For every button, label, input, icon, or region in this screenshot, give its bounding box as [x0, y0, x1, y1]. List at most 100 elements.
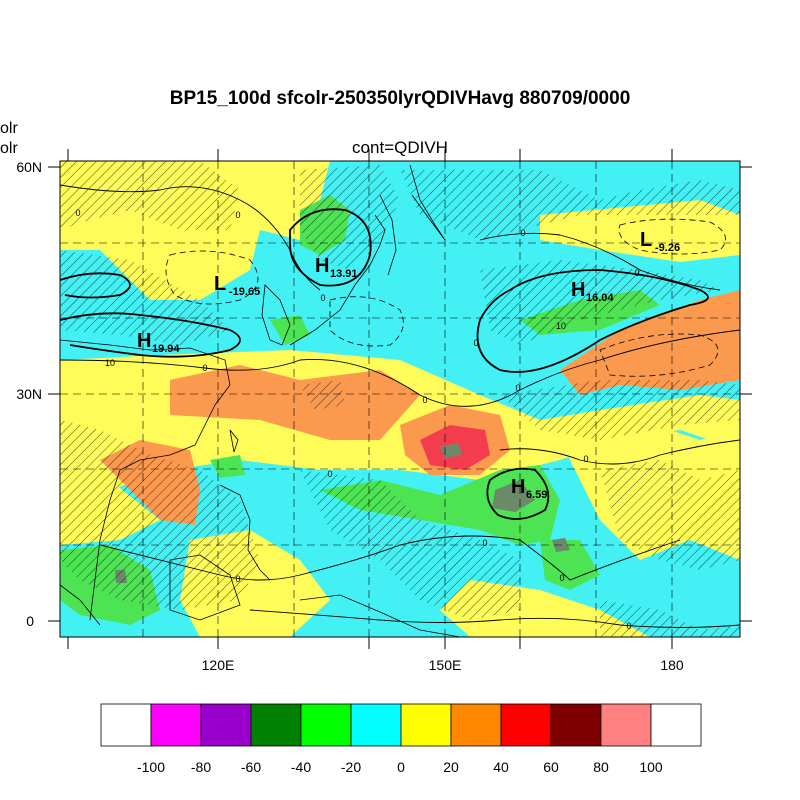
contour-l-ne: [618, 218, 727, 255]
contour-zero-s: [249, 609, 740, 628]
contour-h-n: [289, 208, 372, 287]
colorbar-swatch: [650, 703, 702, 747]
contour-label: 0: [202, 363, 207, 373]
center-letter: H: [511, 476, 525, 498]
coast-asia-east: [60, 339, 231, 621]
center-letter: H: [571, 279, 585, 301]
contour-h-nw: [60, 312, 241, 358]
hatch-ne: [400, 170, 740, 240]
center-letter: H: [137, 330, 151, 352]
contour-label: 0: [520, 228, 525, 238]
contour-label: 0: [235, 574, 240, 584]
center-letter: H: [315, 255, 329, 277]
contour-dash-mid: [329, 296, 404, 347]
grid: [60, 161, 740, 637]
field-yellow-ne: [540, 200, 740, 262]
field-dark-2: [492, 480, 535, 512]
colorbar-swatch: [100, 703, 152, 747]
contour-l-nw: [165, 250, 259, 305]
center-value: -19.65: [229, 286, 260, 298]
ticks: [48, 149, 752, 649]
colorbar-label: 20: [443, 759, 459, 775]
hatch-bottom-right: [600, 600, 740, 637]
coast-kamchatka: [409, 164, 446, 241]
lat-label-0: 0: [26, 613, 34, 629]
colorbar-swatch: [150, 703, 202, 747]
contour-label: 0: [473, 338, 478, 348]
lon-label-120e: 120E: [202, 657, 235, 673]
field-green-small-1: [210, 455, 245, 478]
colorbar-swatch: [200, 703, 252, 747]
hatch-right: [480, 260, 720, 345]
shaded-field: [60, 161, 740, 637]
colorbar-swatch: [500, 703, 552, 747]
colorbar-label: -60: [241, 759, 261, 775]
contour-zero-mid: [60, 329, 740, 407]
contour-zero-e: [499, 439, 740, 465]
coast-borneo: [169, 554, 241, 621]
lon-label-150e: 150E: [429, 657, 462, 673]
field-orange-mid: [170, 365, 420, 440]
colorbar-swatch: [600, 703, 652, 747]
contour-sw: [60, 272, 131, 299]
center-letter: L: [214, 273, 226, 295]
contours-dashed: [165, 218, 727, 377]
lat-label-60n: 60N: [16, 159, 42, 175]
contour-label: 10: [556, 321, 566, 331]
coast-sumatra: [60, 584, 101, 626]
colorbar-label: -20: [341, 759, 361, 775]
plot-title: BP15_100d sfcolr-250350lyrQDIVHavg 88070…: [169, 88, 631, 109]
plot-frame: [59, 160, 741, 638]
contour-label: 0: [583, 454, 588, 464]
center-h-2: H 19.94: [137, 330, 180, 355]
field-green-se: [540, 540, 600, 590]
colorbar: -100 -80 -60 -40 -20 0 20 40 60 80 100: [100, 703, 702, 775]
colorbar-label: 0: [397, 759, 405, 775]
hatch-se: [600, 460, 740, 570]
center-h-1: H 13.91: [315, 255, 358, 280]
pressure-centers: L -19.65 H 13.91 H 19.94 H 16.04 L -9.26 H 6.5…: [137, 229, 680, 501]
colorbar-label: 100: [639, 759, 663, 775]
colorbar-swatch: [350, 703, 402, 747]
center-l-1: L -19.65: [214, 273, 260, 298]
contour-zero-n: [60, 184, 321, 291]
colorbar-label: -80: [191, 759, 211, 775]
colorbar-label: -100: [137, 759, 165, 775]
colorbar-label: 80: [593, 759, 609, 775]
hatch-sw: [60, 420, 260, 610]
coast-taiwan: [229, 429, 239, 453]
contour-label: 10: [105, 358, 115, 368]
colorbar-swatch: [550, 703, 602, 747]
contour-h-ne: [476, 269, 709, 373]
contour-label: 0: [634, 268, 639, 278]
center-l-2: L -9.26: [640, 229, 680, 254]
left-label-fragment-2: olr: [0, 140, 18, 157]
contour-label: 0: [422, 395, 427, 405]
left-label-fragment-1: olr: [0, 120, 18, 137]
contour-label: 0: [75, 208, 80, 218]
center-value: 16.04: [586, 292, 614, 304]
coast-philippines: [219, 484, 271, 581]
center-h-3: H 16.04: [571, 279, 614, 304]
center-h-4: H 6.59: [511, 476, 547, 501]
coastlines: [60, 164, 461, 637]
coast-sakhalin: [379, 194, 397, 276]
contour-label: 0: [327, 469, 332, 479]
colorbar-swatch: [400, 703, 452, 747]
lat-label-30n: 30N: [16, 386, 42, 402]
colorbar-label: 60: [543, 759, 559, 775]
hatch-n: [300, 165, 400, 270]
center-value: 19.94: [152, 343, 180, 355]
contour-label: 0: [515, 383, 520, 393]
field-dark-1: [440, 443, 462, 458]
contour-label: 0: [626, 621, 631, 631]
center-value: 13.91: [330, 268, 358, 280]
lon-label-180: 180: [660, 657, 684, 673]
colorbar-label: 40: [493, 759, 509, 775]
plot-subtitle: cont=QDIVH: [352, 138, 448, 157]
colorbar-label: -40: [291, 759, 311, 775]
hatch-nw: [60, 161, 240, 230]
field-green-small-2: [270, 315, 310, 345]
coast-korea: [261, 284, 291, 346]
center-letter: L: [640, 229, 652, 251]
